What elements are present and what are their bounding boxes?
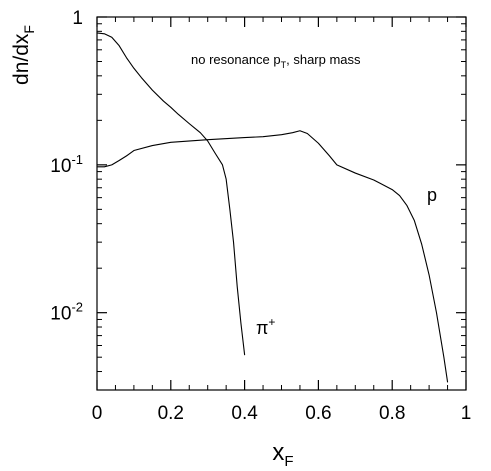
x-tick-label: 0.6: [305, 403, 331, 424]
series-line-proton: [96, 130, 449, 383]
chart-annotation: no resonance pT, sharp mass: [191, 52, 361, 70]
series-layer: [96, 32, 449, 383]
y-axis-label: dn/dxF: [10, 25, 37, 85]
axis-ticks: 0 0.2 0.4 0.6 0.8 1 1 10-1 10-2: [50, 8, 471, 424]
x-tick-label: 0.8: [379, 403, 405, 424]
series-label-pi-plus: π+: [256, 315, 275, 338]
y-tick-label: 10-1: [50, 152, 83, 177]
x-tick-label: 0: [92, 403, 103, 424]
series-line-pi-plus: [96, 32, 246, 356]
x-axis-label: xF: [272, 439, 293, 470]
y-tick-label: 10-2: [50, 300, 83, 325]
plot-frame: [96, 16, 467, 391]
x-tick-label: 0.2: [158, 403, 184, 424]
series-label-proton: p: [427, 185, 437, 205]
x-tick-label: 1: [461, 403, 472, 424]
y-tick-label: 1: [72, 8, 83, 29]
x-tick-label: 0.4: [231, 403, 258, 424]
